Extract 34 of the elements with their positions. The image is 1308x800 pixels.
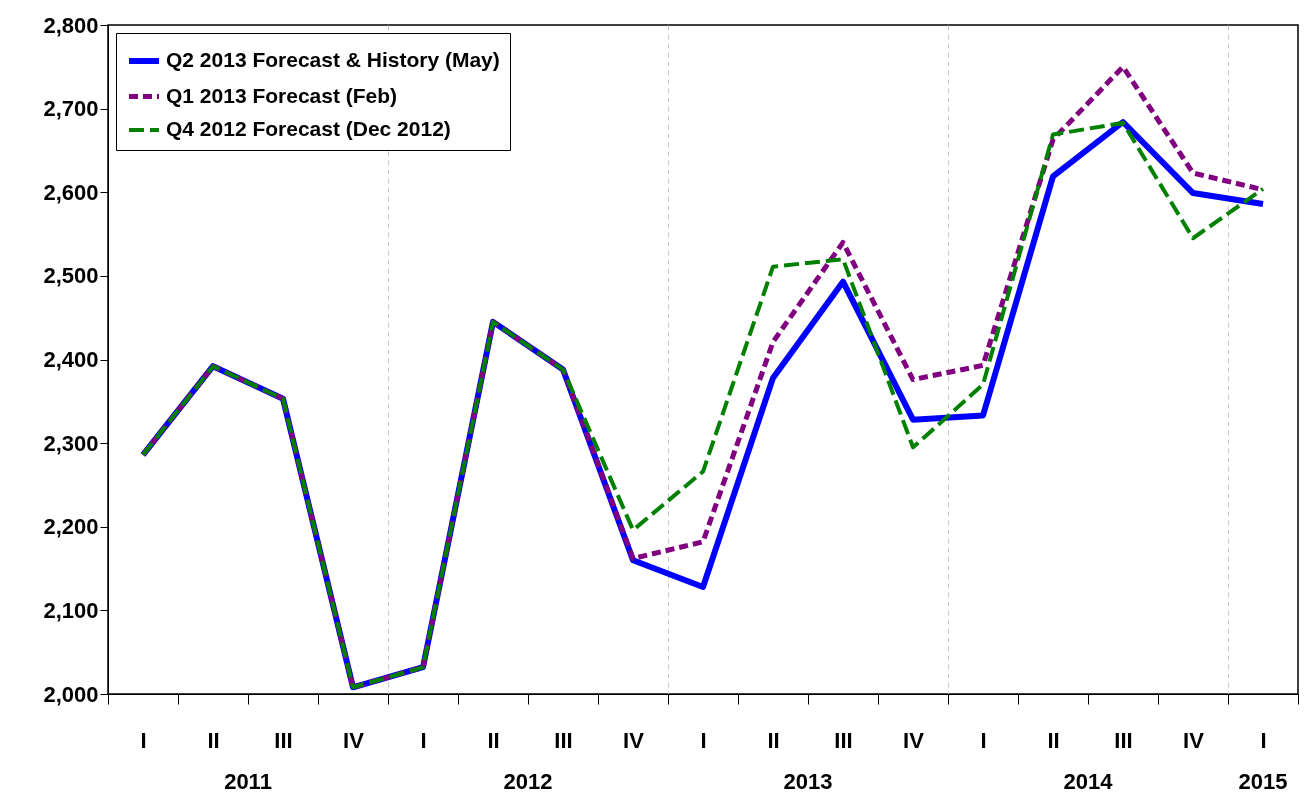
y-tick-label: 2,300 [43, 430, 99, 456]
x-tick-label: II [767, 727, 780, 753]
x-tick-label: I [420, 727, 427, 753]
x-tick-label: I [140, 727, 147, 753]
text: 2011 [224, 769, 272, 794]
text: 2014 [1063, 769, 1114, 794]
x-tick-label: II [1047, 727, 1060, 753]
x-tick-label: I [700, 727, 707, 753]
x-tick-label: III [834, 727, 853, 753]
y-tick-label: 2,500 [43, 263, 99, 289]
y-tick-label: 2,700 [43, 96, 99, 122]
legend-label: Q4 2012 Forecast (Dec 2012) [166, 117, 451, 140]
text: 2013 [783, 769, 833, 794]
text: 2015 [1238, 769, 1288, 794]
x-tick-label: III [1114, 727, 1133, 753]
x-tick-label: IV [623, 727, 645, 753]
y-tick-label: 2,000 [43, 681, 99, 707]
x-tick-label: I [1260, 727, 1267, 753]
y-tick-label: 2,400 [43, 347, 99, 372]
x-tick-label: I [980, 727, 987, 753]
x-tick-label: IV [1183, 727, 1205, 753]
x-tick-label: IV [343, 727, 365, 753]
legend-label: Q1 2013 Forecast (Feb) [166, 83, 398, 107]
text: 2012 [503, 769, 553, 794]
x-tick-label: IV [903, 727, 925, 753]
y-tick-label: 2,200 [43, 514, 99, 540]
y-tick-label: 2,800 [43, 12, 99, 38]
y-tick-label: 2,100 [43, 597, 99, 623]
x-tick-label: III [274, 727, 293, 753]
x-tick-label: III [554, 727, 573, 753]
x-tick-label: II [207, 727, 220, 753]
legend-label: Q2 2013 Forecast & History (May) [166, 48, 500, 71]
y-tick-label: 2,600 [43, 179, 99, 205]
x-tick-label: II [487, 727, 500, 753]
